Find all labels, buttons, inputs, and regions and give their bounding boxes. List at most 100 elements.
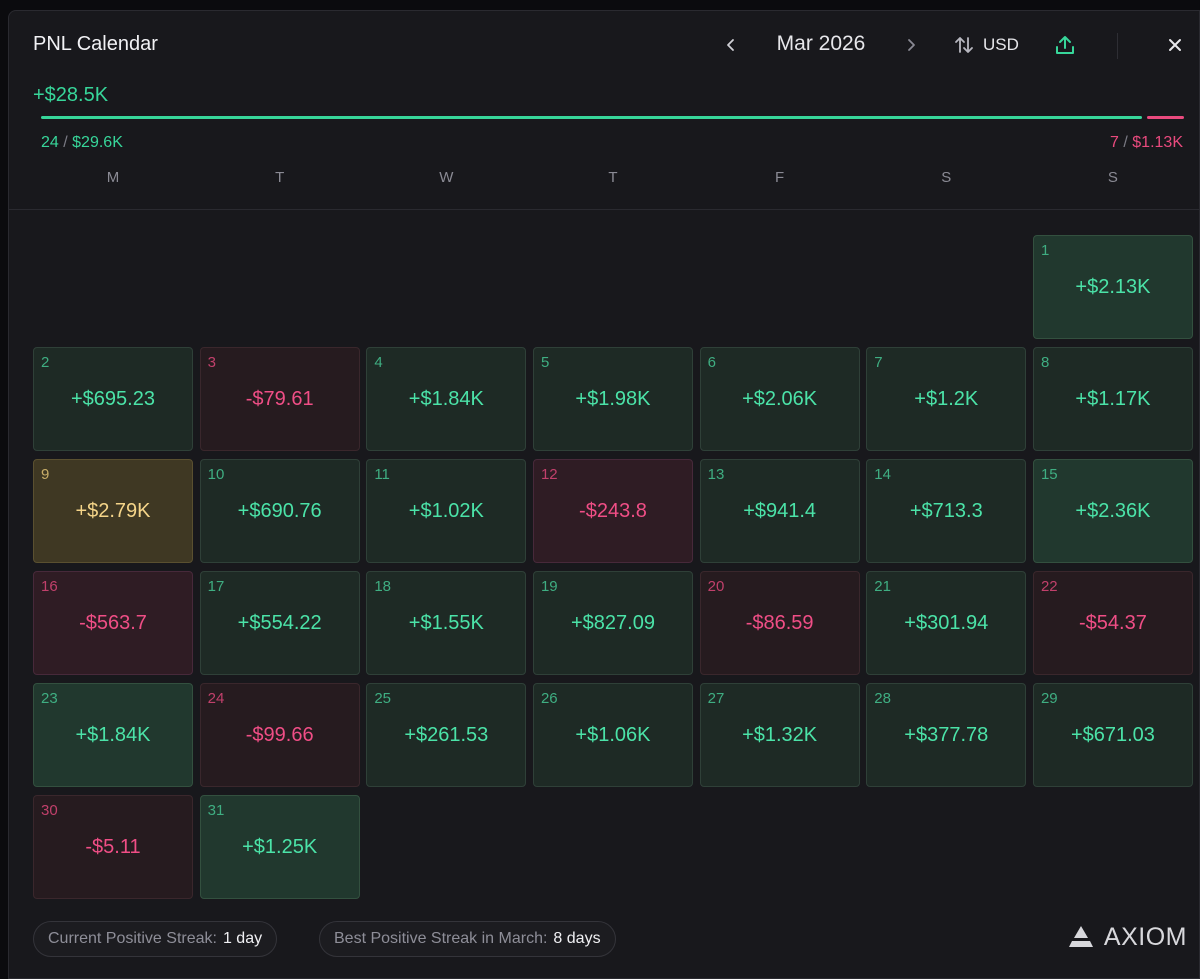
empty-cell <box>366 235 526 339</box>
day-pnl-value: +$1.98K <box>575 388 651 410</box>
calendar-day-cell[interactable]: 7 +$1.2K <box>866 347 1027 451</box>
month-label: Mar 2026 <box>776 32 866 55</box>
weekday-label: S <box>941 169 952 186</box>
day-number: 25 <box>374 690 391 707</box>
weekday-label: F <box>775 169 785 186</box>
day-pnl-value: +$2.79K <box>75 500 151 522</box>
calendar-day-cell[interactable]: 22 -$54.37 <box>1032 571 1193 675</box>
calendar-day-cell[interactable]: 15 +$2.36K <box>1032 459 1193 563</box>
current-streak-value: 1 day <box>222 930 263 947</box>
day-number: 19 <box>540 578 558 595</box>
calendar-day-cell[interactable]: 14 +$713.3 <box>866 459 1027 563</box>
day-pnl-value: +$554.22 <box>237 612 322 634</box>
current-streak-label: Current Positive Streak: <box>48 930 217 947</box>
calendar-day-cell[interactable]: 30 -$5.11 <box>33 795 193 899</box>
day-pnl-value: -$99.66 <box>245 724 314 746</box>
calendar-day-cell[interactable]: 24 -$99.66 <box>199 683 360 787</box>
day-number: 13 <box>707 466 725 483</box>
calendar-day-cell[interactable]: 6 +$2.06K <box>699 347 860 451</box>
calendar-day-cell[interactable]: 20 -$86.59 <box>699 571 860 675</box>
day-number: 28 <box>874 690 891 707</box>
close-button[interactable] <box>1159 29 1191 61</box>
empty-cell <box>700 235 860 339</box>
day-number: 21 <box>874 578 891 595</box>
calendar-day-cell[interactable]: 18 +$1.55K <box>366 571 527 675</box>
day-pnl-value: -$243.8 <box>579 500 647 522</box>
share-button[interactable] <box>1049 29 1081 61</box>
calendar-day-cell[interactable]: 25 +$261.53 <box>366 683 527 787</box>
calendar-day-cell[interactable]: 29 +$671.03 <box>1032 683 1193 787</box>
day-pnl-value: +$827.09 <box>570 612 655 634</box>
calendar-day-cell[interactable]: 27 +$1.32K <box>699 683 860 787</box>
brand-logo: AXIOM <box>1066 923 1187 952</box>
day-number: 30 <box>41 802 58 819</box>
calendar-day-cell[interactable]: 19 +$827.09 <box>532 571 693 675</box>
summary-separator: / <box>63 134 68 151</box>
day-number: 17 <box>207 578 225 595</box>
calendar-day-cell[interactable]: 26 +$1.06K <box>532 683 693 787</box>
calendar-day-cell[interactable]: 21 +$301.94 <box>866 571 1027 675</box>
day-pnl-value: +$1.84K <box>408 388 484 410</box>
calendar-day-cell[interactable]: 16 -$563.7 <box>33 571 193 675</box>
day-pnl-value: +$2.06K <box>742 388 818 410</box>
weekday-header: M T W T F S S <box>33 169 1193 186</box>
day-number: 11 <box>374 466 390 483</box>
calendar-day-cell[interactable]: 23 +$1.84K <box>33 683 193 787</box>
day-number: 31 <box>207 802 225 819</box>
axiom-logo-icon <box>1068 925 1093 947</box>
weekday-label: M <box>106 169 120 186</box>
pnl-calendar-panel: PNL Calendar Mar 2026 USD <box>8 10 1200 979</box>
negative-days-count: 7 <box>1110 134 1119 151</box>
day-pnl-value: +$2.36K <box>1075 500 1151 522</box>
next-month-button[interactable] <box>895 29 927 61</box>
calendar-day-cell[interactable]: 4 +$1.84K <box>366 347 527 451</box>
day-pnl-value: -$86.59 <box>745 612 814 634</box>
calendar-day-cell[interactable]: 31 +$1.25K <box>199 795 360 899</box>
calendar-day-cell[interactable]: 11 +$1.02K <box>366 459 527 563</box>
positive-days-summary: 24 / $29.6K <box>41 134 123 152</box>
currency-toggle-button[interactable]: USD <box>953 29 1019 61</box>
day-number: 24 <box>207 690 225 707</box>
day-pnl-value: -$79.61 <box>245 388 314 410</box>
calendar-day-cell[interactable]: 1 +$2.13K <box>1032 235 1193 339</box>
day-pnl-value: -$5.11 <box>85 836 141 858</box>
day-pnl-value: +$690.76 <box>237 500 322 522</box>
calendar-day-cell[interactable]: 5 +$1.98K <box>532 347 693 451</box>
day-number: 22 <box>1040 578 1058 595</box>
day-pnl-value: +$301.94 <box>904 612 989 634</box>
previous-month-button[interactable] <box>715 29 747 61</box>
day-pnl-value: +$1.25K <box>242 836 318 858</box>
brand-name: AXIOM <box>1103 923 1187 951</box>
day-pnl-value: +$261.53 <box>404 724 489 746</box>
day-number: 5 <box>540 354 550 371</box>
calendar-day-cell[interactable]: 8 +$1.17K <box>1032 347 1193 451</box>
negative-days-summary: 7 / $1.13K <box>1110 134 1183 152</box>
calendar-day-cell[interactable]: 17 +$554.22 <box>199 571 360 675</box>
best-streak-badge: Best Positive Streak in March: 8 days <box>319 921 616 957</box>
day-number: 16 <box>41 578 58 595</box>
calendar-day-cell[interactable]: 28 +$377.78 <box>866 683 1027 787</box>
day-pnl-value: -$54.37 <box>1079 612 1147 634</box>
page-title: PNL Calendar <box>33 33 158 55</box>
day-number: 2 <box>41 354 50 371</box>
day-pnl-value: +$713.3 <box>909 500 983 522</box>
win-loss-ratio-bar <box>41 116 1184 119</box>
calendar-day-cell[interactable]: 12 -$243.8 <box>532 459 693 563</box>
empty-cell <box>200 235 360 339</box>
day-pnl-value: +$1.02K <box>408 500 484 522</box>
day-number: 26 <box>540 690 558 707</box>
calendar-day-cell[interactable]: 9 +$2.79K <box>33 459 193 563</box>
day-pnl-value: +$1.32K <box>742 724 818 746</box>
day-number: 8 <box>1040 354 1050 371</box>
ratio-bar-negative <box>1146 116 1184 119</box>
calendar-day-cell[interactable]: 13 +$941.4 <box>699 459 860 563</box>
day-number: 10 <box>207 466 225 483</box>
calendar-day-cell[interactable]: 2 +$695.23 <box>33 347 193 451</box>
day-number: 23 <box>41 690 58 707</box>
calendar-day-cell[interactable]: 10 +$690.76 <box>199 459 360 563</box>
day-number: 14 <box>874 466 891 483</box>
negative-days-total: $1.13K <box>1132 134 1183 151</box>
total-pnl: +$28.5K <box>33 84 109 106</box>
calendar-day-cell[interactable]: 3 -$79.61 <box>199 347 360 451</box>
currency-label: USD <box>983 35 1019 54</box>
